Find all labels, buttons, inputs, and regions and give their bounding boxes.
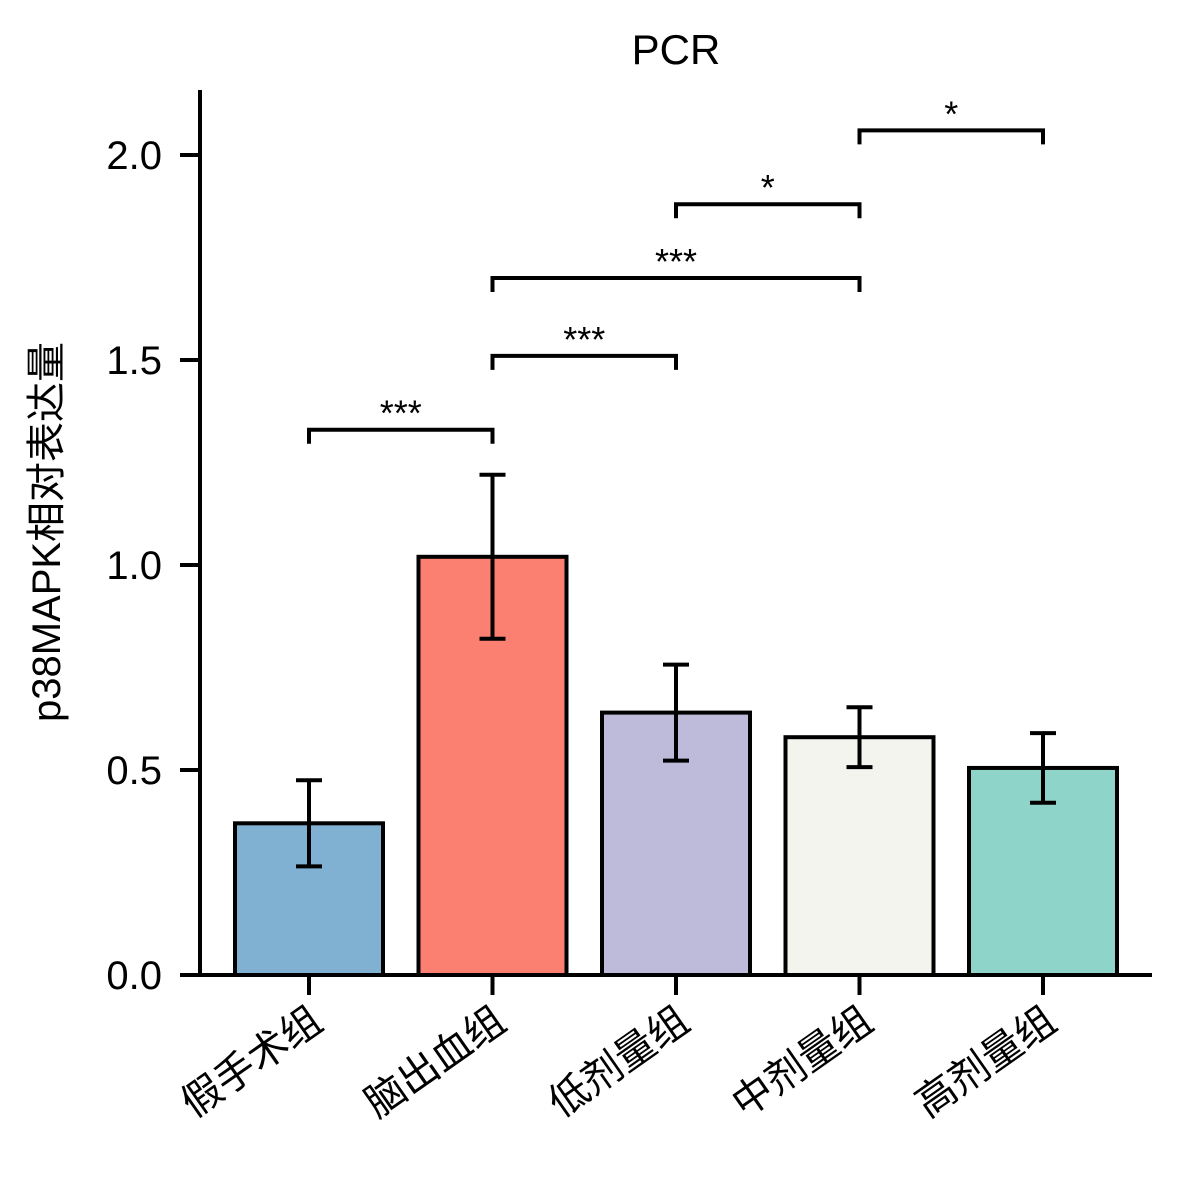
- y-tick-label-2: 1.0: [106, 544, 162, 588]
- significance-bracket-3: [674, 202, 862, 219]
- chart-title: PCR: [632, 26, 721, 73]
- x-tick-label-4: 高剂量组: [908, 998, 1064, 1126]
- y-axis-label: p38MAPK相对表达量: [25, 342, 69, 722]
- bar-3: [783, 735, 936, 978]
- significance-bracket-2: [490, 276, 862, 292]
- significance-bracket-0: [307, 427, 495, 444]
- bar-4: [967, 765, 1119, 978]
- significance-bracket-1: [490, 353, 678, 370]
- significance-label-4: *: [944, 93, 958, 134]
- y-tick-label-3: 1.5: [106, 339, 162, 383]
- error-bars: [296, 472, 1056, 869]
- bars: [233, 554, 1119, 978]
- x-tick-label-2: 低剂量组: [541, 998, 697, 1126]
- significance-label-1: ***: [563, 319, 605, 360]
- significance-label-3: *: [761, 167, 775, 208]
- y-tick-label-4: 2.0: [106, 134, 162, 178]
- y-tick-label-1: 0.5: [106, 749, 162, 793]
- x-tick-label-1: 脑出血组: [357, 998, 513, 1126]
- x-tick-label-0: 假手术组: [174, 998, 330, 1126]
- y-tick-label-0: 0.0: [106, 954, 162, 998]
- significance-bracket-4: [857, 128, 1045, 145]
- significance-label-2: ***: [655, 241, 697, 282]
- significance-label-0: ***: [380, 393, 422, 434]
- x-tick-label-3: 中剂量组: [724, 998, 880, 1126]
- significance-brackets: ***********: [307, 93, 1045, 444]
